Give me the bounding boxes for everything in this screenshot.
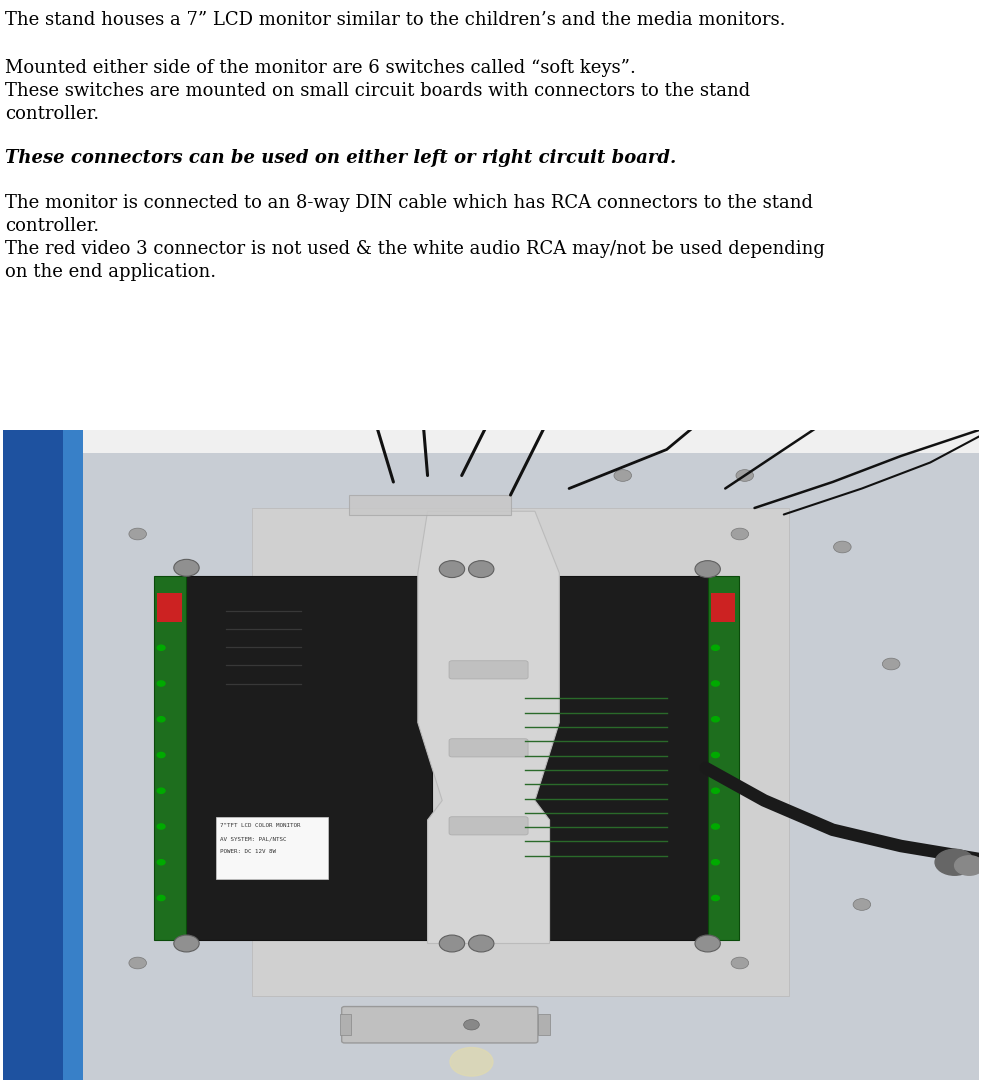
Text: The monitor is connected to an 8-way DIN cable which has RCA connectors to the s: The monitor is connected to an 8-way DIN… [5,194,825,281]
FancyBboxPatch shape [3,430,63,1080]
FancyBboxPatch shape [449,661,528,679]
Circle shape [712,717,720,721]
Circle shape [157,680,165,686]
Circle shape [731,528,748,540]
Circle shape [955,855,982,875]
Text: Mounted either side of the monitor are 6 switches called “soft keys”.
These swit: Mounted either side of the monitor are 6… [5,59,750,123]
FancyBboxPatch shape [251,508,789,996]
Text: AV SYSTEM: PAL/NTSC: AV SYSTEM: PAL/NTSC [220,836,286,841]
FancyBboxPatch shape [481,577,711,941]
Circle shape [883,658,900,670]
FancyBboxPatch shape [3,430,979,1080]
Circle shape [439,561,464,578]
Circle shape [157,895,165,901]
Circle shape [695,561,721,578]
FancyBboxPatch shape [538,1014,550,1035]
FancyBboxPatch shape [449,739,528,757]
Circle shape [712,645,720,650]
Circle shape [129,528,146,540]
Circle shape [157,717,165,721]
Circle shape [174,935,199,951]
Circle shape [695,935,721,951]
Circle shape [157,788,165,794]
FancyBboxPatch shape [63,430,83,1080]
Text: The stand houses a 7” LCD monitor similar to the children’s and the media monito: The stand houses a 7” LCD monitor simila… [5,11,786,29]
Circle shape [157,860,165,865]
Circle shape [174,559,199,577]
Circle shape [712,680,720,686]
FancyBboxPatch shape [157,593,182,622]
FancyBboxPatch shape [708,577,738,941]
FancyBboxPatch shape [154,577,186,941]
Circle shape [712,860,720,865]
Circle shape [712,895,720,901]
Polygon shape [417,511,560,944]
FancyBboxPatch shape [342,1007,538,1043]
FancyBboxPatch shape [350,495,511,514]
Circle shape [450,1048,493,1076]
Circle shape [614,470,631,482]
Text: These connectors can be used on either left or right circuit board.: These connectors can be used on either l… [5,149,677,167]
Circle shape [935,849,974,875]
Circle shape [853,899,871,910]
Circle shape [731,957,748,969]
FancyBboxPatch shape [216,816,328,878]
Circle shape [157,753,165,757]
Circle shape [468,561,494,578]
FancyBboxPatch shape [184,577,432,941]
Circle shape [712,753,720,757]
Circle shape [129,957,146,969]
FancyBboxPatch shape [711,593,735,622]
Circle shape [157,645,165,650]
Circle shape [468,935,494,951]
Text: POWER: DC 12V 8W: POWER: DC 12V 8W [220,849,276,854]
Circle shape [712,788,720,794]
Text: 7"TFT LCD COLOR MONITOR: 7"TFT LCD COLOR MONITOR [220,823,300,828]
FancyBboxPatch shape [449,816,528,835]
Circle shape [464,1020,479,1030]
FancyBboxPatch shape [3,430,979,453]
FancyBboxPatch shape [340,1014,352,1035]
Circle shape [439,935,464,951]
Circle shape [712,824,720,829]
Circle shape [834,541,851,553]
Circle shape [157,824,165,829]
Circle shape [736,470,753,482]
